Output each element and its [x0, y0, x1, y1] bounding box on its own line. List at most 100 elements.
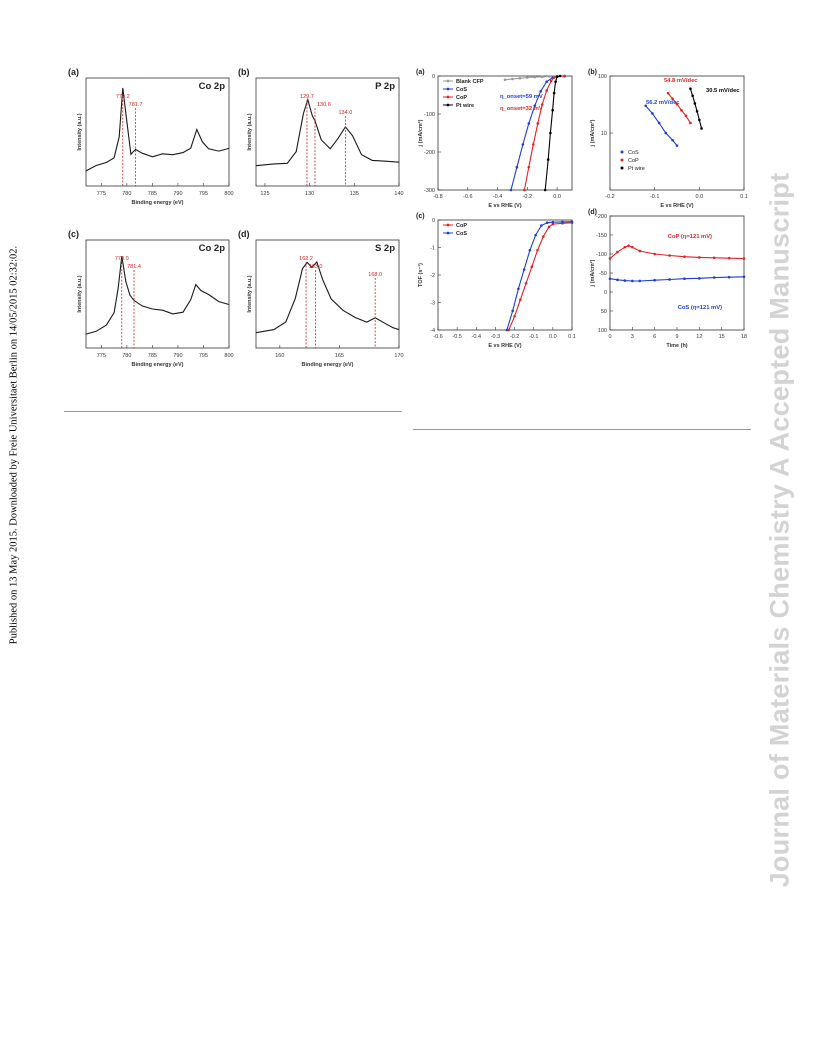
series-point — [657, 121, 661, 125]
series-point — [531, 143, 535, 146]
x-axis-label: Binding energy (eV) — [132, 362, 184, 368]
legend-marker — [446, 79, 450, 83]
panel-label: (d) — [238, 229, 250, 239]
x-tick-label: 785 — [148, 353, 157, 359]
peak-label: 162.2 — [299, 256, 313, 262]
xps-spectrum-curve — [255, 260, 400, 334]
legend-marker — [446, 95, 450, 99]
series-point — [608, 277, 612, 280]
xps-spectrum-curve — [255, 97, 400, 167]
x-tick-label: -0.3 — [491, 334, 500, 340]
xps-panel-1: (a) Co 2p 775 780 785 790 795 800 Binding energy… — [68, 67, 234, 206]
plot-frame — [437, 75, 573, 191]
legend-label: CoS — [628, 150, 639, 156]
peak-label: 129.7 — [300, 94, 314, 100]
x-tick-label: 795 — [199, 353, 208, 359]
legend-marker — [446, 231, 450, 235]
series-point — [541, 235, 545, 238]
series-point — [638, 249, 642, 253]
series-point — [742, 257, 746, 260]
panel-label: (d) — [588, 209, 597, 216]
series-line — [508, 222, 573, 331]
x-axis-label: Binding energy (eV) — [302, 362, 354, 368]
legend-marker — [446, 103, 450, 107]
series-point — [684, 114, 688, 118]
series-line — [523, 75, 565, 191]
x-tick-label: 165 — [335, 353, 344, 359]
x-tick-label: 775 — [97, 353, 106, 359]
y-tick-label: 0 — [432, 74, 435, 80]
series-point — [631, 279, 634, 283]
xps-panel-2: (b) P 2p 125 130 135 140 Intensity (a.u.) 129.7… — [238, 67, 404, 197]
x-tick-label: -0.4 — [472, 334, 481, 340]
series-point — [683, 277, 686, 280]
series-point — [680, 109, 683, 112]
y-tick-label: 10 — [601, 131, 607, 137]
x-axis-label: Binding energy (eV) — [132, 200, 184, 206]
series-point — [623, 279, 627, 282]
xps-figure: (a) Co 2p 775 780 785 790 795 800 Binding energy… — [68, 67, 404, 368]
series-point — [534, 233, 537, 237]
series-point — [513, 314, 516, 318]
legend-marker — [620, 158, 624, 162]
series-point — [551, 220, 555, 224]
series-point — [540, 224, 543, 227]
x-tick-label: 135 — [350, 191, 359, 197]
series-point — [547, 225, 551, 229]
x-axis-label: E vs RHE (V) — [488, 343, 521, 349]
peak-label: 781.7 — [129, 102, 143, 108]
series-point — [527, 165, 531, 169]
series-point — [518, 76, 522, 80]
panel-label: (c) — [416, 213, 425, 220]
y-axis-label: Intensity (a.u.) — [247, 113, 253, 150]
legend-marker — [620, 150, 624, 154]
series-point — [558, 74, 562, 78]
peak-label: 168.0 — [368, 272, 382, 278]
annotation-text: 30.5 mV/dec — [706, 88, 740, 94]
y-axis-label: j (mA/cm²) — [589, 259, 596, 287]
series-point — [530, 265, 534, 269]
series-point — [548, 75, 551, 78]
series-point — [698, 118, 701, 122]
legend-label: CoP — [456, 95, 467, 101]
series-point — [653, 278, 656, 282]
xps-spectrum-curve — [85, 87, 230, 172]
series-point — [551, 108, 554, 112]
series-point — [521, 143, 525, 146]
x-tick-label: 15 — [719, 334, 725, 340]
plot-frame — [255, 239, 400, 349]
series-point — [638, 279, 642, 283]
series-point — [549, 131, 552, 135]
series-point — [523, 188, 526, 192]
annotation-text: η_onset=59 mV — [500, 94, 543, 100]
series-point — [554, 80, 557, 83]
x-axis-label: E vs RHE (V) — [660, 203, 693, 209]
x-tick-label: -0.4 — [493, 194, 502, 200]
x-tick-label: -0.1 — [650, 194, 659, 200]
x-tick-label: 130 — [305, 191, 314, 197]
series-line — [506, 221, 573, 331]
y-tick-label: 50 — [601, 309, 607, 315]
legend-label: Blank CFP — [456, 79, 484, 85]
element-label: P 2p — [375, 81, 395, 92]
series-point — [555, 75, 559, 79]
series-point — [522, 268, 526, 271]
series-point — [503, 78, 507, 82]
x-axis-label: Time (h) — [666, 343, 687, 349]
series-point — [545, 221, 549, 225]
series-point — [536, 122, 540, 125]
y-tick-label: -2 — [430, 273, 435, 279]
panel-label: (c) — [68, 229, 79, 239]
x-tick-label: 3 — [631, 334, 634, 340]
element-label: Co 2p — [199, 81, 226, 92]
x-tick-label: 6 — [653, 334, 656, 340]
x-tick-label: -0.6 — [433, 334, 442, 340]
series-point — [536, 248, 539, 252]
x-tick-label: 800 — [224, 353, 233, 359]
y-tick-label: -4 — [430, 328, 435, 334]
annotation-text: 56.2 mV/dec — [646, 100, 680, 106]
x-tick-label: 18 — [741, 334, 747, 340]
series-point — [551, 222, 555, 226]
chart-panel-1: (a) -0.8 -0.6 -0.4 -0.2 0.0 0 -100 -200 -300 E vs … — [416, 69, 573, 209]
